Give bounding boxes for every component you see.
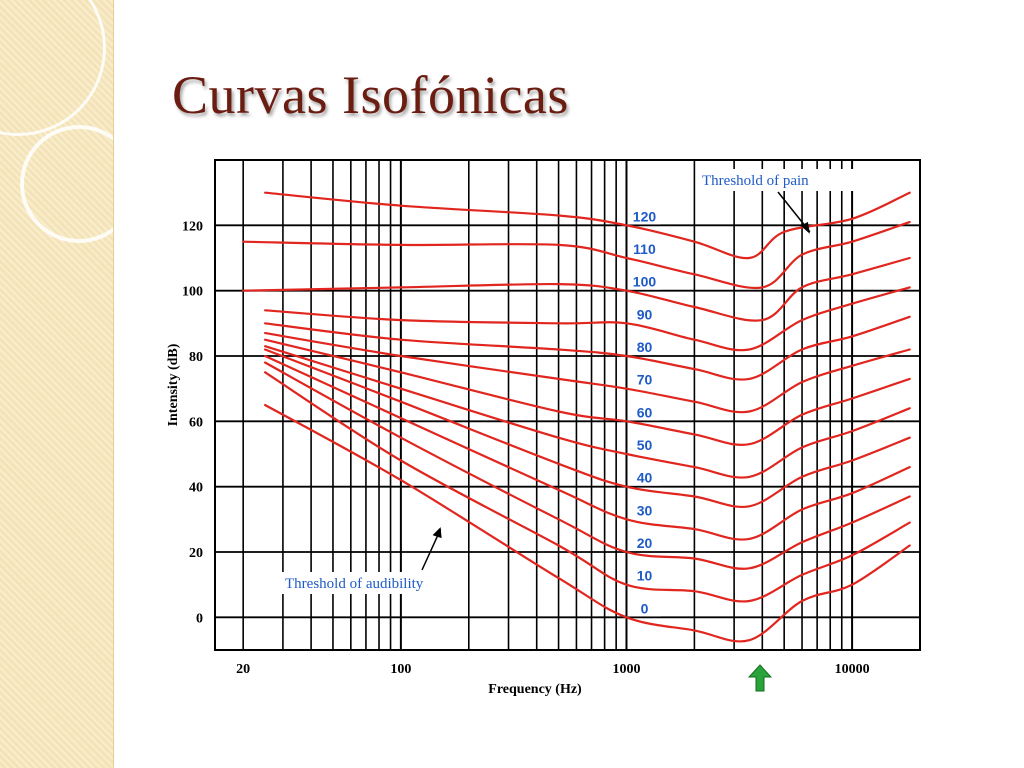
annotation-bg bbox=[281, 572, 453, 594]
phon-curve-100 bbox=[242, 256, 911, 322]
phon-curve-110 bbox=[242, 221, 911, 290]
phon-label-bg bbox=[628, 241, 661, 257]
y-axis-label: Intensity (dB) bbox=[166, 343, 181, 426]
y-tick-label: 0 bbox=[196, 611, 203, 626]
y-tick-labels: 0 20 40 60 80 100 120 bbox=[182, 219, 203, 626]
x-tick-labels: 20 100 1000 10000 bbox=[236, 662, 869, 677]
annotation-threshold-of-audibility: Threshold of audibility bbox=[285, 576, 424, 592]
phon-curve-80 bbox=[264, 315, 911, 381]
x-tick-label: 1000 bbox=[612, 662, 640, 677]
decorative-ring bbox=[20, 125, 113, 243]
phon-label-70: 70 bbox=[637, 372, 653, 388]
phon-label-30: 30 bbox=[637, 502, 653, 518]
y-tick-label: 120 bbox=[182, 219, 203, 234]
slide-title: Curvas Isofónicas bbox=[172, 65, 569, 125]
phon-label-bg bbox=[628, 339, 661, 355]
phon-curve-30 bbox=[264, 354, 911, 541]
phon-label-60: 60 bbox=[637, 404, 653, 420]
phon-label-40: 40 bbox=[637, 470, 653, 486]
x-tick-label: 20 bbox=[236, 662, 250, 677]
phon-curve-90 bbox=[264, 286, 911, 352]
plot-frame bbox=[214, 159, 921, 651]
phon-curve-0 bbox=[264, 403, 911, 643]
phon-curve-40 bbox=[264, 348, 911, 509]
phon-curve-60 bbox=[264, 338, 911, 446]
phon-curve-70 bbox=[264, 332, 911, 414]
phon-label-bg bbox=[628, 437, 661, 453]
phon-curve-10 bbox=[264, 371, 911, 603]
x-tick-label: 100 bbox=[390, 662, 411, 677]
decorative-ring bbox=[0, 0, 106, 136]
y-tick-label: 20 bbox=[189, 546, 203, 561]
phon-curve-20 bbox=[264, 361, 911, 570]
phon-label-bg bbox=[628, 404, 661, 421]
phon-label-90: 90 bbox=[637, 306, 653, 322]
annotation-arrowhead bbox=[800, 221, 810, 234]
phon-label-bg bbox=[628, 535, 661, 551]
y-tick-label: 80 bbox=[189, 350, 203, 365]
phon-label-110: 110 bbox=[633, 241, 656, 257]
phon-curve-50 bbox=[264, 345, 911, 479]
phon-label-bg bbox=[628, 273, 661, 290]
phon-curve-120 bbox=[264, 191, 911, 260]
annotation-bg bbox=[698, 169, 866, 191]
y-tick-label: 60 bbox=[189, 415, 203, 430]
phon-label-bg bbox=[628, 306, 661, 323]
x-axis-label: Frequency (Hz) bbox=[488, 682, 582, 697]
x-tick-label: 10000 bbox=[835, 662, 870, 677]
phon-label-100: 100 bbox=[633, 274, 657, 290]
decorative-side-panel bbox=[0, 0, 114, 768]
annotation-threshold-of-pain: Threshold of pain bbox=[702, 173, 809, 189]
phon-label-20: 20 bbox=[637, 535, 653, 551]
phon-label-bg bbox=[628, 208, 661, 225]
phon-label-bg bbox=[628, 371, 661, 388]
phon-label-0: 0 bbox=[641, 600, 649, 616]
phon-label-bg bbox=[628, 502, 661, 519]
phon-label-120: 120 bbox=[633, 208, 657, 224]
phon-label-50: 50 bbox=[637, 437, 653, 453]
phon-label-bg bbox=[628, 469, 661, 486]
phon-label-bg bbox=[628, 567, 661, 584]
annotation-arrowhead bbox=[432, 527, 442, 539]
phon-label-10: 10 bbox=[637, 568, 653, 584]
series-lines bbox=[242, 191, 911, 643]
phon-label-bg bbox=[628, 600, 661, 617]
annotations: Threshold of pain Threshold of audibility bbox=[281, 169, 866, 594]
y-tick-label: 40 bbox=[189, 481, 203, 496]
y-tick-label: 100 bbox=[182, 285, 203, 300]
up-arrow-icon bbox=[748, 664, 772, 692]
phon-label-80: 80 bbox=[637, 339, 653, 355]
